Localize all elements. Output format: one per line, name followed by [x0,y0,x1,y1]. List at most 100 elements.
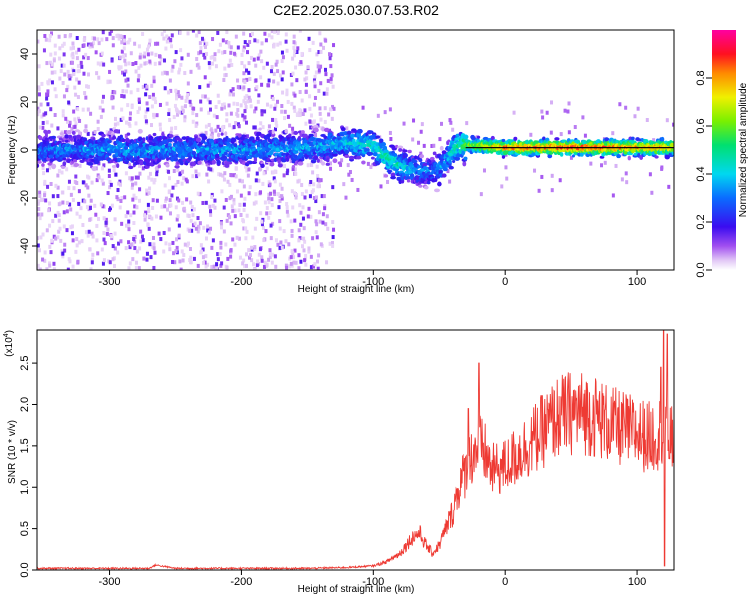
heatmap-cell [361,160,366,165]
heatmap-cell [38,194,42,199]
heatmap-cell [297,253,301,258]
heatmap-cell [267,124,271,129]
heatmap-cell [37,243,40,248]
heatmap-cell [581,115,585,120]
heatmap-cell [354,152,358,157]
heatmap-cell [310,163,314,168]
heatmap-cell [273,192,277,197]
heatmap-cell [162,249,166,254]
heatmap-cell [145,47,149,52]
heatmap-cell [210,131,214,136]
heatmap-cell [134,175,138,180]
heatmap-cell [346,130,352,135]
heatmap-cell [222,105,226,110]
heatmap-cell [314,132,318,137]
heatmap-cell [178,30,182,35]
heatmap-cell [284,39,288,44]
heatmap-cell [88,205,92,210]
heatmap-cell [476,135,481,139]
heatmap-cell [205,172,209,177]
heatmap-cell [221,38,225,43]
heatmap-cell [139,160,144,166]
heatmap-cell [67,257,71,262]
heatmap-cell [74,50,78,55]
heatmap-cell [44,132,48,137]
heatmap-cell [68,120,72,125]
heatmap-cell [145,251,149,256]
heatmap-cell [241,261,245,266]
heatmap-cell [87,193,91,198]
heatmap-cell [583,133,587,138]
heatmap-cell [81,107,85,112]
heatmap-cell [61,190,65,195]
heatmap-cell [116,163,120,169]
heatmap-cell [74,121,78,126]
heatmap-cell [247,248,251,253]
heatmap-cell [386,179,390,184]
heatmap-cell [175,92,179,97]
heatmap-cell [46,80,50,85]
heatmap-cell [43,258,47,263]
heatmap-cell [422,143,426,148]
heatmap-cell [231,137,237,143]
heatmap-cell [171,260,175,265]
heatmap-cell [204,124,208,129]
heatmap-cell [195,113,199,118]
heatmap-cell [139,52,143,57]
heatmap-cell [174,183,178,188]
heatmap-cell [159,215,163,220]
heatmap-cell [128,116,132,121]
heatmap-cell [259,121,263,126]
heatmap-cell [182,206,186,211]
heatmap-cell [235,189,239,194]
heatmap-cell [189,200,193,205]
heatmap-cell [180,56,184,61]
heatmap-cell [100,178,104,183]
heatmap-cell [68,202,72,207]
heatmap-cell [137,128,143,134]
heatmap-cell [280,245,284,250]
heatmap-cell [104,223,108,228]
heatmap-cell [569,155,573,160]
heatmap-cell [299,222,303,227]
heatmap-cell [180,181,184,186]
heatmap-cell [211,37,215,42]
heatmap-cell [99,114,103,119]
heatmap-cell [113,90,117,95]
heatmap-cell [168,198,172,203]
heatmap-cell [267,192,271,197]
heatmap-cell [169,44,173,49]
heatmap-cell [136,175,140,180]
heatmap-cell [37,236,40,241]
heatmap-cell [356,187,360,192]
heatmap-cell [126,210,130,215]
heatmap-cell [304,253,308,258]
heatmap-cell [191,111,195,116]
heatmap-cell [229,89,233,94]
heatmap-cell [309,265,313,270]
heatmap-cell [282,116,286,121]
heatmap-cell [277,205,281,210]
heatmap-cell [164,46,168,51]
heatmap-cell [271,252,275,257]
heatmap-cell [48,38,52,43]
heatmap-cell [200,36,204,41]
heatmap-cell [270,94,274,99]
heatmap-cell [147,44,151,49]
heatmap-cell [550,100,554,105]
heatmap-cell [462,161,467,167]
heatmap-cell [41,120,45,125]
heatmap-cell [319,242,323,247]
heatmap-cell [92,41,96,46]
heatmap-cell [37,160,42,164]
heatmap-cell [105,130,109,135]
heatmap-cell [340,158,344,163]
heatmap-cell [313,262,317,267]
heatmap-cell [222,229,226,234]
heatmap-cell [122,72,126,77]
heatmap-cell [186,93,190,98]
heatmap-cell [126,77,130,82]
heatmap-cell [245,77,249,82]
heatmap-cell [130,185,134,190]
heatmap-cell [465,121,469,126]
